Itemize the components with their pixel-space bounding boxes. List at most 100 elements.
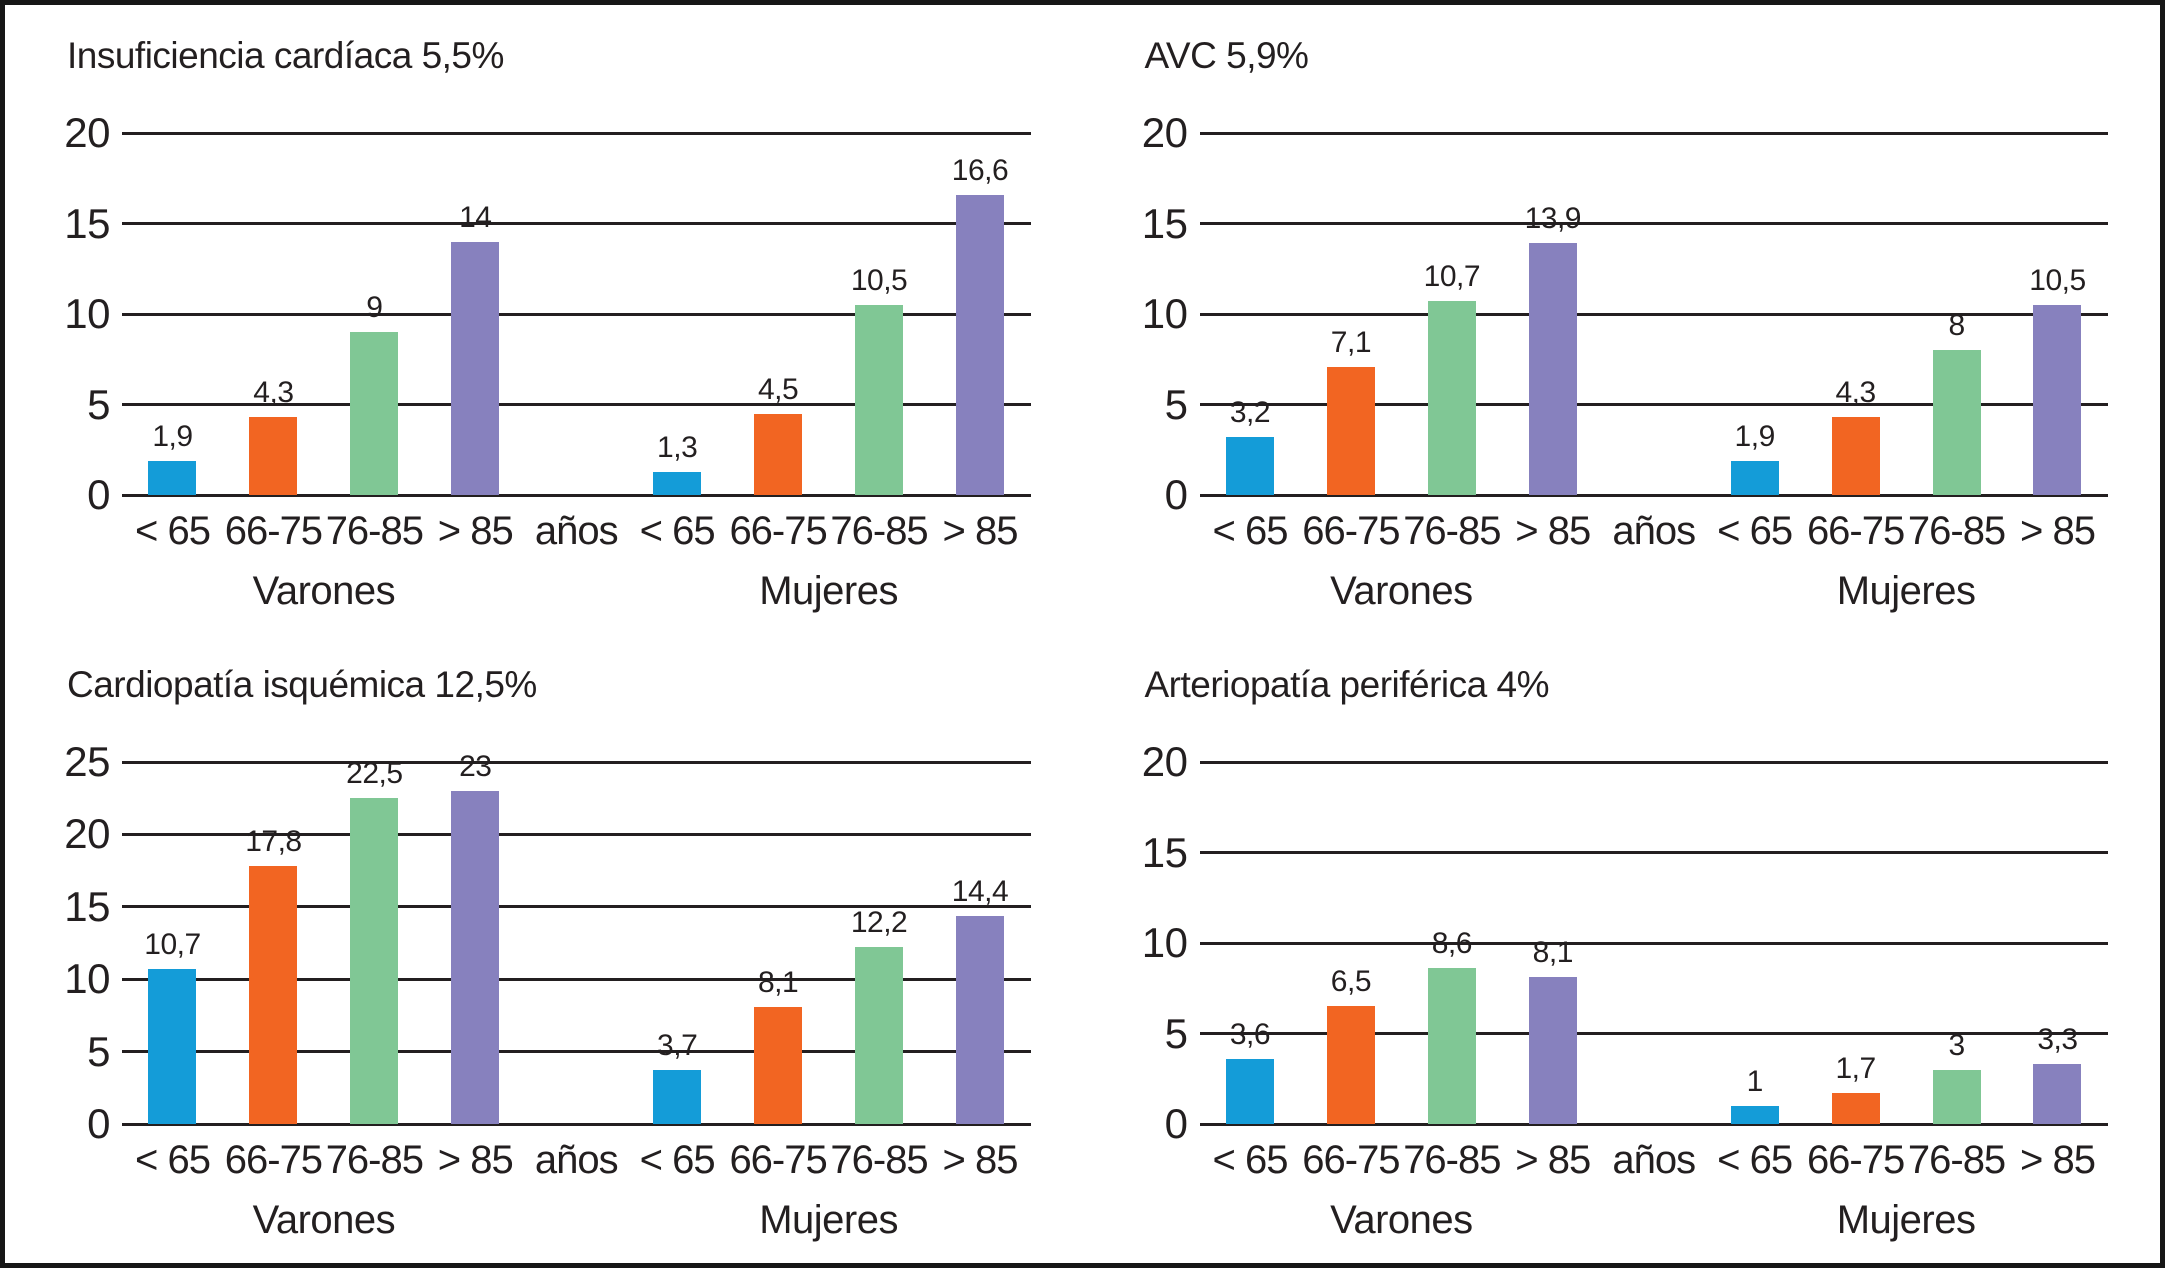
bar-slot: 16,6 [930, 133, 1031, 495]
bar-slot: 1,7 [1805, 762, 1906, 1124]
x-axis-unit-label: años [534, 1138, 619, 1182]
bar-slot: 7,1 [1300, 133, 1401, 495]
chart-insuficiencia-cardiaca: Insuficiencia cardíaca 5,5% 20 15 10 5 0 1,9 4… [5, 5, 1083, 634]
bar-slot-empty [526, 762, 627, 1124]
group-label-varones: Varones [252, 1198, 396, 1242]
bar [148, 460, 197, 495]
x-axis-unit-label: años [534, 509, 619, 553]
y-axis-tick-label: 0 [87, 1100, 110, 1147]
bar-slot: 3 [1906, 762, 2007, 1124]
x-axis-tick-label: < 65 [1212, 1138, 1288, 1182]
bar-value-label: 1,9 [1734, 419, 1776, 453]
y-axis-tick-label: 25 [64, 738, 110, 785]
bar [1831, 1093, 1880, 1124]
y-axis-tick-label: 10 [1141, 919, 1188, 966]
bar-slot: 1,9 [1704, 133, 1805, 495]
x-axis-tick-label: 76-85 [1403, 509, 1501, 553]
group-label-mujeres: Mujeres [759, 1198, 898, 1242]
x-axis-tick-label: < 65 [1212, 509, 1288, 553]
bar-slot-empty [1603, 133, 1704, 495]
chart-plot-area: 20 15 10 5 0 3,2 7,1 10,7 13,9 1,9 4,3 8 10,5 < 65 66-… [1142, 112, 2109, 613]
plot-grid: 20 15 10 5 0 3,6 6,5 8,6 8,1 1 1,7 3 3,3 [1142, 741, 2109, 1145]
chart-plot-area: 20 15 10 5 0 3,6 6,5 8,6 8,1 1 1,7 3 3,3 < 65 66-75 76-… [1142, 741, 2109, 1242]
x-axis-tick-label: < 65 [639, 1138, 716, 1182]
x-axis-tick-label: > 85 [437, 1138, 514, 1182]
bar-value-label: 4,3 [253, 376, 294, 410]
y-axis-tick-label: 15 [64, 199, 110, 247]
bar-value-label: 14,4 [951, 874, 1009, 908]
chart-avc: AVC 5,9% 20 15 10 5 0 3,2 7,1 10,7 13,9 1,9 4,3 8 10… [1083, 5, 2161, 634]
x-axis-tick-label: 66-75 [1806, 1138, 1905, 1182]
group-label-varones: Varones [1330, 1198, 1473, 1242]
bar [350, 798, 399, 1124]
group-labels: Varones Mujeres [1200, 1198, 2109, 1242]
gridline: 5 [1165, 1012, 2108, 1054]
group-labels: Varones Mujeres [122, 569, 1031, 613]
bar [2033, 304, 2082, 495]
chart-plot-area: 25 20 15 10 5 0 10,7 17,8 22,5 23 3,7 8,1 12,2 14,4 < … [64, 741, 1031, 1242]
bar-value-label: 8,6 [1431, 927, 1473, 961]
x-axis-tick-label: < 65 [134, 1138, 211, 1182]
bar-value-label: 13,9 [1524, 202, 1582, 236]
x-axis-tick-label: < 65 [639, 509, 716, 553]
gridline: 10 [64, 293, 1031, 335]
x-axis-tick-label: > 85 [2019, 1138, 2096, 1182]
bar-slot: 1,3 [627, 133, 728, 495]
plot-grid: 20 15 10 5 0 3,2 7,1 10,7 13,9 1,9 4,3 8 10,5 [1142, 112, 2109, 516]
bar-value-label: 16,6 [951, 153, 1009, 187]
bar [350, 332, 399, 495]
bar-slot: 13,9 [1502, 133, 1603, 495]
bars-layer: 3,2 7,1 10,7 13,9 1,9 4,3 8 10,5 [1200, 133, 2109, 495]
group-label-mujeres: Mujeres [1836, 569, 1976, 613]
bar-slot: 4,3 [223, 133, 324, 495]
bar-slot: 6,5 [1300, 762, 1401, 1124]
bar-slot: 14 [425, 133, 526, 495]
group-label-spacer [526, 569, 627, 613]
bar-value-label: 1,3 [657, 430, 698, 464]
gridline: 15 [1142, 831, 2108, 873]
bar-slot: 17,8 [223, 762, 324, 1124]
bars-layer: 3,6 6,5 8,6 8,1 1 1,7 3 3,3 [1200, 762, 2109, 1124]
gridline: 20 [1142, 112, 2108, 154]
x-axis-labels: < 65 66-75 76-85 > 85 años < 65 66-75 76-85 > 85 [1200, 1138, 2109, 1182]
y-axis-tick-label: 20 [64, 810, 110, 858]
x-axis-unit-label: años [1612, 1138, 1696, 1182]
bar [754, 413, 803, 495]
chart-title: Arteriopatía periférica 4% [1144, 664, 1550, 705]
group-label-spacer [526, 1198, 627, 1242]
group-label-mujeres: Mujeres [759, 569, 898, 613]
bar-slot: 1 [1704, 762, 1805, 1124]
bar [1225, 437, 1274, 495]
bar-value-label: 4,3 [1835, 376, 1876, 410]
gridline: 20 [1142, 741, 2108, 783]
plot-grid: 20 15 10 5 0 1,9 4,3 9 14 1,3 4,5 10,5 16,6 [64, 112, 1031, 516]
bar-value-label: 7,1 [1330, 325, 1372, 359]
bar-value-label: 8,1 [757, 965, 799, 999]
gridline: 0 [1165, 1103, 2108, 1145]
y-axis-tick-label: 0 [1164, 1100, 1188, 1147]
bar [1831, 417, 1880, 495]
bar-slot: 4,5 [728, 133, 829, 495]
bar [653, 471, 702, 495]
bar [955, 194, 1004, 495]
chart-arteriopatia-periferica: Arteriopatía periférica 4% 20 15 10 5 0 3,6 6,… [1083, 634, 2161, 1263]
group-labels: Varones Mujeres [1200, 569, 2109, 613]
bar-slot: 14,4 [930, 762, 1031, 1124]
x-axis-tick-label: 66-75 [1806, 509, 1905, 553]
x-axis-labels: < 65 66-75 76-85 > 85 años < 65 66-75 76-85 > 85 [1200, 509, 2109, 553]
bar-slot: 9 [324, 133, 425, 495]
bar-slot: 12,2 [829, 762, 930, 1124]
gridline: 15 [64, 885, 1031, 927]
x-axis-tick-label: 66-75 [729, 509, 827, 553]
chart-title: AVC 5,9% [1144, 35, 1309, 76]
gridline: 0 [87, 1103, 1031, 1145]
x-axis-tick-label: 76-85 [1403, 1138, 1501, 1182]
x-axis-tick-label: < 65 [134, 509, 211, 553]
x-axis-tick-label: 66-75 [729, 1138, 827, 1182]
bar [855, 947, 904, 1124]
bar [1225, 1058, 1274, 1124]
group-label-spacer [1603, 569, 1704, 613]
bar [451, 791, 500, 1124]
x-axis-tick-label: 76-85 [830, 1138, 928, 1182]
group-label-mujeres: Mujeres [1836, 1198, 1976, 1242]
